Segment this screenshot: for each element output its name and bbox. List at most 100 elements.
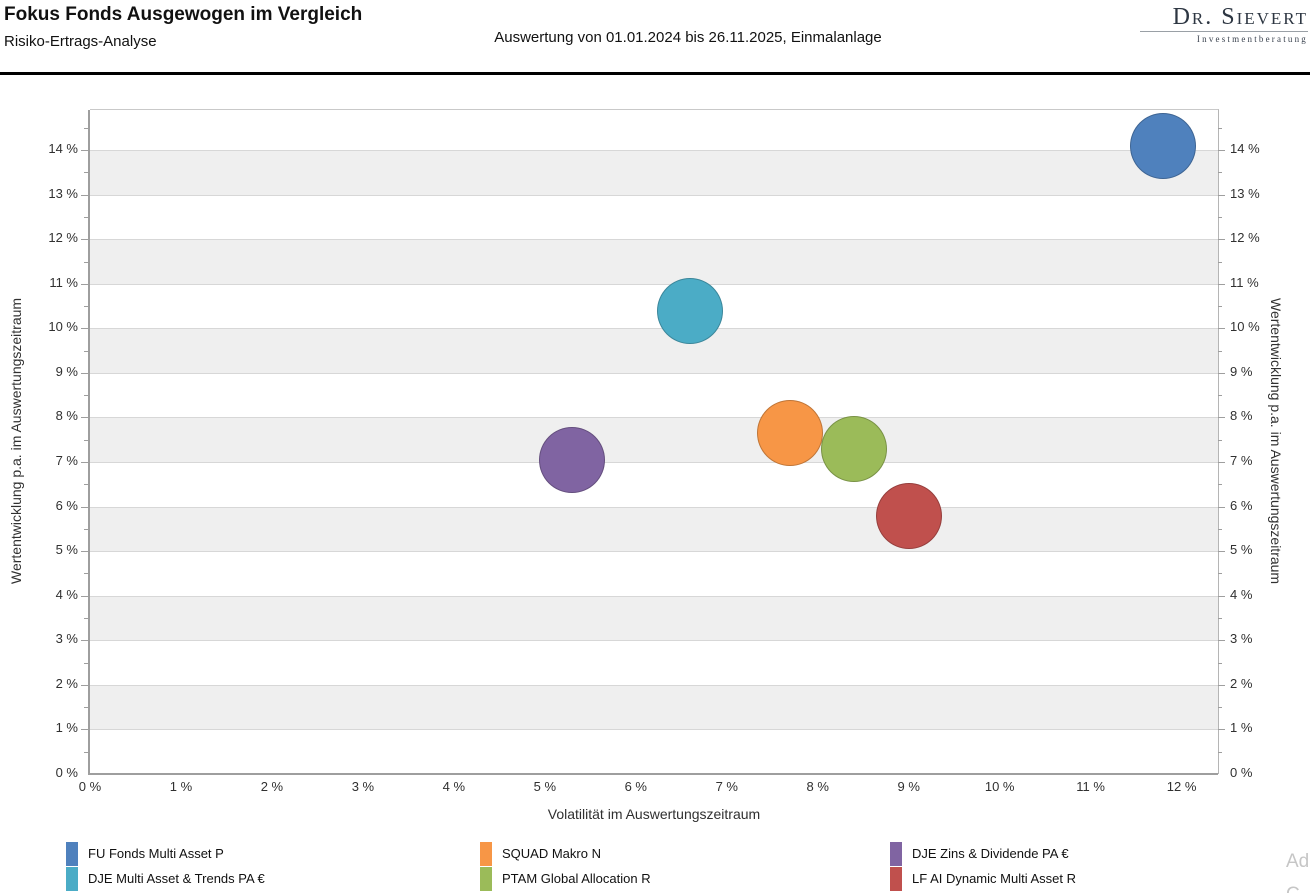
y-tick-right bbox=[1218, 372, 1225, 374]
y-tick-label-right: 14 % bbox=[1230, 141, 1260, 157]
legend-item: SQUAD Makro N bbox=[480, 841, 651, 866]
legend-color-chip bbox=[66, 866, 78, 891]
header-separator bbox=[0, 72, 1310, 75]
y-tick-label-left: 10 % bbox=[48, 319, 78, 335]
risk-return-chart: Wertentwicklung p.a. im Auswertungszeitr… bbox=[0, 75, 1310, 838]
legend-column: DJE Zins & Dividende PA € LF AI Dynamic M… bbox=[890, 841, 1076, 891]
y-tick-right bbox=[1218, 194, 1225, 196]
y-tick-left bbox=[81, 729, 88, 731]
y-tick-label-right: 11 % bbox=[1230, 274, 1259, 290]
y-tick-left bbox=[81, 462, 88, 464]
x-tick-label: 11 % bbox=[1076, 779, 1105, 794]
y-tick-label-right: 3 % bbox=[1230, 631, 1253, 647]
y-tick-label-left: 9 % bbox=[55, 363, 78, 379]
legend-label: DJE Zins & Dividende PA € bbox=[912, 846, 1069, 861]
y-tick-label-right: 13 % bbox=[1230, 185, 1260, 201]
gridline bbox=[90, 239, 1218, 241]
y-tick-right bbox=[1218, 595, 1225, 597]
legend-label: SQUAD Makro N bbox=[502, 846, 601, 861]
gridline bbox=[90, 684, 1218, 686]
y-tick-left bbox=[81, 640, 88, 642]
legend-color-chip bbox=[66, 841, 78, 866]
y-tick-left bbox=[81, 150, 88, 152]
y-tick-right bbox=[1218, 684, 1225, 686]
y-tick-left bbox=[84, 395, 88, 397]
legend-label: LF AI Dynamic Multi Asset R bbox=[912, 871, 1076, 886]
gridline bbox=[90, 462, 1218, 464]
y-tick-left bbox=[84, 484, 88, 486]
y-tick-left bbox=[81, 551, 88, 553]
y-tick-label-left: 8 % bbox=[55, 408, 78, 424]
y-tick-left bbox=[84, 751, 88, 753]
y-tick-label-left: 0 % bbox=[55, 765, 78, 780]
y-tick-label-right: 10 % bbox=[1230, 319, 1260, 335]
y-tick-label-left: 1 % bbox=[55, 720, 78, 736]
legend-item: DJE Zins & Dividende PA € bbox=[890, 841, 1076, 866]
x-tick-label: 8 % bbox=[806, 779, 829, 794]
y-tick-left bbox=[84, 618, 88, 620]
y-tick-left bbox=[84, 216, 88, 218]
y-tick-label-left: 2 % bbox=[55, 675, 78, 691]
x-tick-label: 7 % bbox=[715, 779, 738, 794]
logo-name: Dr. Sievert bbox=[1172, 4, 1308, 30]
stripe-band bbox=[90, 150, 1218, 195]
y-tick-left bbox=[84, 306, 88, 308]
y-tick-label-right: 7 % bbox=[1230, 453, 1253, 469]
y-tick-right bbox=[1218, 172, 1222, 174]
plot-area bbox=[81, 109, 1225, 775]
legend-item: LF AI Dynamic Multi Asset R bbox=[890, 866, 1076, 891]
y-tick-left bbox=[84, 573, 88, 575]
y-tick-left bbox=[81, 417, 88, 419]
y-tick-right bbox=[1218, 662, 1222, 664]
y-tick-right bbox=[1218, 506, 1225, 508]
y-tick-right bbox=[1218, 216, 1222, 218]
legend-column: FU Fonds Multi Asset P DJE Multi Asset & … bbox=[66, 841, 265, 891]
y-tick-left bbox=[84, 528, 88, 530]
y-tick-label-right: 0 % bbox=[1230, 765, 1253, 780]
stripe-band bbox=[90, 684, 1218, 730]
y-tick-right bbox=[1218, 707, 1222, 709]
logo-tagline: Investmentberatung bbox=[1196, 34, 1308, 44]
y-tick-label-right: 5 % bbox=[1230, 542, 1253, 558]
y-tick-right bbox=[1218, 484, 1222, 486]
y-tick-left bbox=[81, 684, 88, 686]
fund-bubble-6 bbox=[875, 482, 942, 549]
y-tick-right bbox=[1218, 350, 1222, 352]
y-tick-left bbox=[84, 662, 88, 664]
y-tick-label-left: 3 % bbox=[55, 631, 78, 647]
x-tick-label: 10 % bbox=[984, 779, 1015, 794]
x-tick-label: 3 % bbox=[351, 779, 375, 794]
stripe-band bbox=[90, 506, 1218, 552]
gridline bbox=[90, 283, 1218, 285]
gridline bbox=[90, 150, 1218, 152]
legend-label: PTAM Global Allocation R bbox=[502, 871, 651, 886]
y-tick-left bbox=[84, 261, 88, 263]
x-tick-label: 12 % bbox=[1166, 779, 1197, 794]
legend-color-chip bbox=[480, 866, 492, 891]
y-tick-right bbox=[1218, 528, 1222, 530]
legend-item: DJE Multi Asset & Trends PA € bbox=[66, 866, 265, 891]
stripe-band bbox=[90, 328, 1218, 373]
gridline bbox=[90, 194, 1218, 196]
y-tick-label-left: 11 % bbox=[49, 274, 78, 290]
gridline bbox=[90, 640, 1218, 642]
x-tick-label: 1 % bbox=[169, 779, 193, 794]
page-title: Fokus Fonds Ausgewogen im Vergleich bbox=[4, 4, 363, 25]
y-tick-right bbox=[1218, 618, 1222, 620]
x-tick-label: 5 % bbox=[533, 779, 557, 794]
chart-legend: FU Fonds Multi Asset P DJE Multi Asset & … bbox=[0, 841, 1310, 893]
y-tick-label-right: 12 % bbox=[1230, 230, 1260, 246]
gridline bbox=[90, 551, 1218, 553]
fund-bubble-4 bbox=[657, 277, 724, 344]
stripe-band bbox=[90, 417, 1218, 463]
y-tick-right bbox=[1218, 417, 1225, 419]
y-tick-right bbox=[1218, 462, 1225, 464]
legend-color-chip bbox=[480, 841, 492, 866]
y-tick-label-left: 13 % bbox=[48, 185, 78, 201]
stripe-band bbox=[90, 595, 1218, 641]
y-axis-line bbox=[88, 110, 90, 774]
legend-label: FU Fonds Multi Asset P bbox=[88, 846, 224, 861]
x-axis-line bbox=[88, 773, 1218, 775]
y-tick-right bbox=[1218, 261, 1222, 263]
y-tick-right bbox=[1218, 127, 1222, 129]
